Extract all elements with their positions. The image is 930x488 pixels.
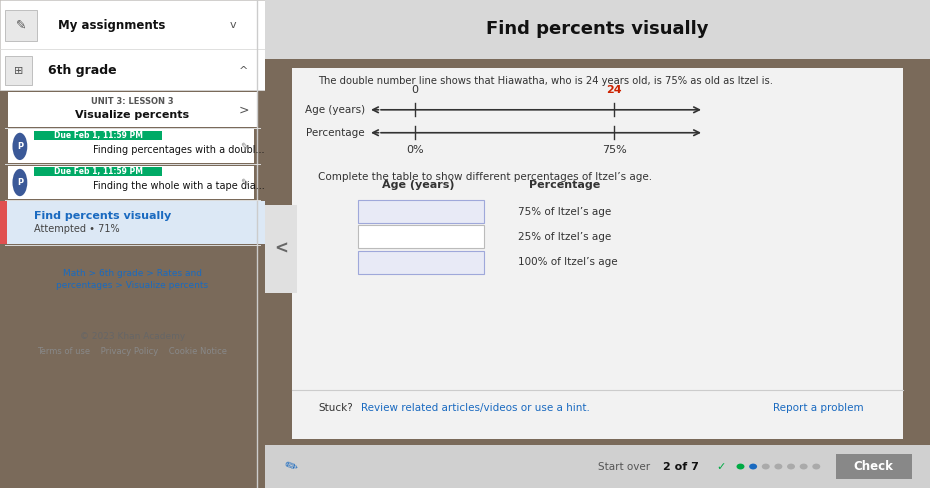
Text: Due Feb 1, 11:59 PM: Due Feb 1, 11:59 PM [54, 131, 142, 140]
Bar [34, 167, 162, 176]
Text: 0: 0 [411, 85, 418, 95]
Text: v: v [230, 20, 236, 30]
Circle shape [787, 464, 795, 469]
Text: 6th grade: 6th grade [47, 64, 116, 77]
Text: 2 of 7: 2 of 7 [663, 462, 698, 471]
Bar [358, 251, 485, 274]
Text: ✎: ✎ [240, 142, 248, 151]
Bar [6, 56, 32, 85]
Text: Math > 6th grade > Rates and: Math > 6th grade > Rates and [63, 269, 202, 278]
Text: Age (years): Age (years) [381, 181, 454, 190]
Text: Percentage: Percentage [306, 128, 365, 138]
Text: UNIT 3: LESSON 3: UNIT 3: LESSON 3 [91, 97, 174, 105]
Text: Finding the whole with a tape dia...: Finding the whole with a tape dia... [93, 182, 264, 191]
Text: Finding percentages with a doubl...: Finding percentages with a doubl... [93, 145, 264, 155]
Bar [8, 129, 255, 163]
Text: Visualize percents: Visualize percents [75, 110, 190, 120]
Text: Report a problem: Report a problem [773, 404, 863, 413]
Text: Due Feb 1, 11:59 PM: Due Feb 1, 11:59 PM [54, 167, 142, 176]
Bar [0, 201, 265, 244]
Bar [8, 166, 255, 199]
Bar [358, 225, 485, 248]
Circle shape [12, 169, 27, 196]
Text: ✎: ✎ [16, 19, 26, 32]
Text: 75% of Itzel’s age: 75% of Itzel’s age [518, 206, 611, 217]
Circle shape [812, 464, 820, 469]
Text: Check: Check [854, 460, 894, 473]
Text: P: P [17, 178, 23, 187]
Bar [34, 131, 162, 140]
Text: My assignments: My assignments [59, 19, 166, 32]
Text: percentages > Visualize percents: percentages > Visualize percents [57, 281, 208, 290]
Circle shape [800, 464, 807, 469]
Text: The double number line shows that Hiawatha, who is 24 years old, is 75% as old a: The double number line shows that Hiawat… [318, 76, 773, 85]
Bar [0, 49, 265, 90]
Text: ✎: ✎ [283, 457, 300, 476]
Text: Age (years): Age (years) [305, 105, 365, 115]
Text: ⊞: ⊞ [14, 66, 23, 76]
Bar [0, 201, 7, 244]
Text: ✓: ✓ [716, 462, 725, 471]
Bar [358, 200, 485, 223]
Circle shape [12, 133, 27, 160]
Text: Complete the table to show different percentages of Itzel’s age.: Complete the table to show different per… [318, 172, 652, 182]
Text: 25% of Itzel’s age: 25% of Itzel’s age [518, 232, 611, 242]
Text: 100% of Itzel’s age: 100% of Itzel’s age [518, 257, 618, 267]
Text: Terms of use    Privacy Policy    Cookie Notice: Terms of use Privacy Policy Cookie Notic… [37, 347, 228, 356]
Circle shape [737, 464, 745, 469]
Text: Find percents visually: Find percents visually [486, 20, 709, 38]
Text: Percentage: Percentage [528, 181, 600, 190]
Circle shape [775, 464, 782, 469]
Circle shape [750, 464, 757, 469]
Text: Find percents visually: Find percents visually [34, 211, 172, 221]
Text: Start over: Start over [598, 462, 650, 471]
Text: ✎: ✎ [240, 178, 248, 187]
Bar [292, 68, 903, 439]
Bar [265, 445, 930, 488]
Bar [6, 10, 37, 41]
Text: >: > [239, 103, 249, 116]
Text: Attempted • 71%: Attempted • 71% [34, 224, 120, 234]
Text: Review related articles/videos or use a hint.: Review related articles/videos or use a … [362, 404, 591, 413]
Text: © 2023 Khan Academy: © 2023 Khan Academy [80, 332, 185, 341]
Text: Stuck?: Stuck? [318, 404, 353, 413]
Bar [0, 0, 265, 49]
Text: 0%: 0% [405, 145, 423, 155]
Bar [265, 205, 297, 293]
Text: ^: ^ [239, 66, 248, 76]
Text: 24: 24 [606, 85, 622, 95]
Bar [8, 92, 257, 127]
Text: <: < [274, 240, 288, 258]
Circle shape [762, 464, 770, 469]
Text: 75%: 75% [602, 145, 627, 155]
Text: P: P [17, 142, 23, 151]
Bar [835, 454, 912, 479]
Bar [265, 0, 930, 59]
